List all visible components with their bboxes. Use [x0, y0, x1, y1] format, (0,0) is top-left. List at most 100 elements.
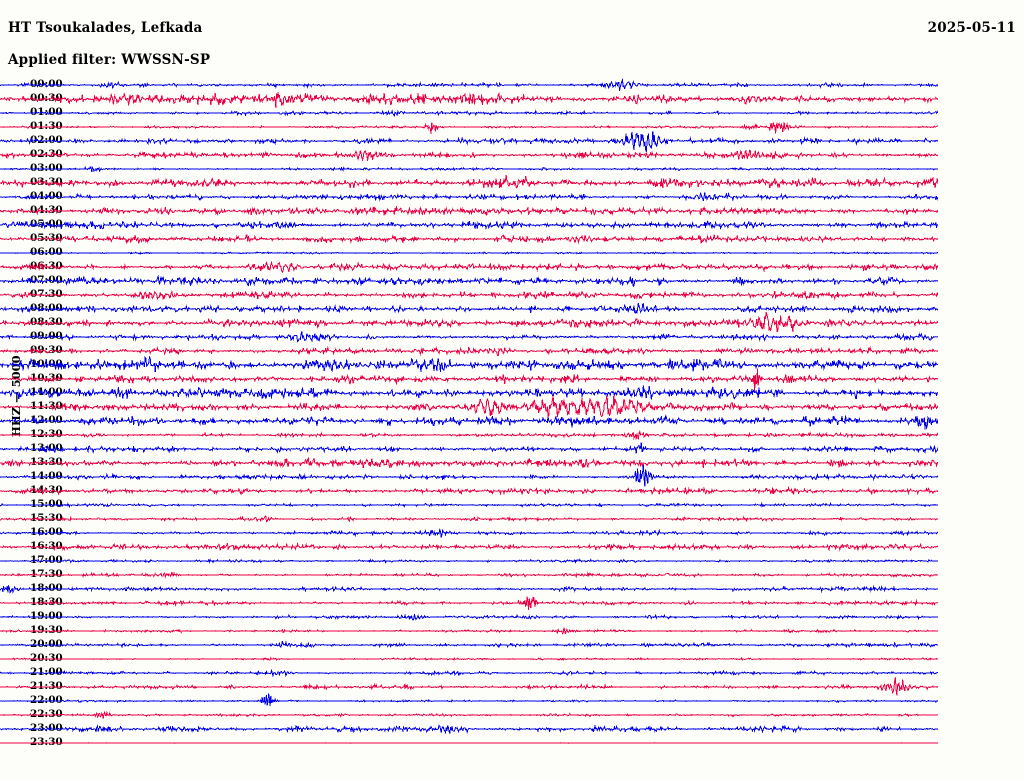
trace-row: 08:00: [0, 302, 1024, 316]
trace-row: 09:00: [0, 330, 1024, 344]
seismogram-trace: [0, 596, 938, 611]
trace-row: 16:30: [0, 540, 1024, 554]
trace-row: 06:30: [0, 260, 1024, 274]
trace-row: 03:00: [0, 162, 1024, 176]
trace-row: 12:00: [0, 413, 1024, 430]
trace-row: 20:30: [0, 652, 1024, 666]
trace-row: 23:30: [0, 736, 1024, 750]
trace-row: 01:00: [0, 106, 1024, 120]
seismogram-trace: [0, 109, 938, 118]
seismogram-trace: [0, 640, 938, 649]
trace-row: 03:30: [0, 175, 1024, 190]
recording-date: 2025-05-11: [927, 20, 1016, 36]
trace-row: 02:00: [0, 131, 1024, 152]
seismogram-trace: [0, 166, 938, 173]
seismogram-trace: [0, 205, 938, 216]
row-time-label: 23:30: [30, 736, 63, 748]
trace-row: 20:00: [0, 638, 1024, 652]
seismogram-trace: [0, 613, 938, 621]
seismogram-trace: [0, 627, 938, 635]
row-time-label: 17:30: [30, 568, 63, 580]
trace-row: 21:30: [0, 677, 1024, 696]
trace-row: 18:30: [0, 596, 1024, 611]
trace-row: 22:30: [0, 708, 1024, 722]
seismogram-trace: [0, 260, 938, 273]
trace-row: 04:30: [0, 204, 1024, 218]
trace-row: 02:30: [0, 148, 1024, 162]
trace-row: 11:00: [0, 385, 1024, 400]
seismogram-trace: [0, 289, 938, 301]
row-time-label: 22:30: [30, 708, 63, 720]
trace-row: 10:00: [0, 355, 1024, 373]
seismogram-trace: [0, 219, 938, 231]
row-time-label: 09:30: [30, 344, 63, 356]
row-time-label: 07:30: [30, 288, 63, 300]
trace-row: 22:00: [0, 693, 1024, 708]
row-time-label: 09:00: [30, 330, 63, 342]
trace-row: 17:00: [0, 554, 1024, 568]
row-time-label: 03:00: [30, 162, 63, 174]
seismogram-trace: [0, 501, 938, 509]
page-title: HT Tsoukalades, Lefkada: [8, 20, 203, 36]
trace-row: 21:00: [0, 666, 1024, 680]
row-time-label: 21:30: [30, 680, 63, 692]
row-time-label: 01:30: [30, 120, 63, 132]
trace-row: 18:00: [0, 582, 1024, 596]
row-time-label: 06:30: [30, 260, 63, 272]
trace-row: 15:00: [0, 498, 1024, 512]
trace-row: 07:00: [0, 274, 1024, 288]
trace-row: 14:00: [0, 464, 1024, 487]
row-time-label: 10:30: [30, 372, 63, 384]
seismogram-trace: [0, 442, 938, 455]
trace-row: 07:30: [0, 288, 1024, 302]
seismogram-trace: [0, 456, 938, 469]
trace-row: 06:00: [0, 246, 1024, 260]
seismogram-trace: [0, 131, 938, 152]
seismogram-trace: [0, 175, 938, 189]
seismogram-trace: [0, 571, 938, 579]
seismogram-trace: [0, 149, 938, 162]
seismogram-trace: [0, 558, 938, 565]
trace-row: 19:30: [0, 624, 1024, 638]
row-time-label: 21:00: [30, 666, 63, 678]
seismogram-trace: [0, 355, 938, 373]
seismogram-trace: [0, 368, 938, 393]
seismogram-trace: [0, 742, 938, 744]
row-time-label: 15:00: [30, 498, 63, 510]
seismogram-trace: [0, 413, 938, 430]
seismogram-trace: [0, 330, 938, 343]
applied-filter-label: Applied filter: WWSSN-SP: [8, 52, 211, 68]
row-time-label: 05:30: [30, 232, 63, 244]
row-time-label: 17:00: [30, 554, 63, 566]
trace-row: 12:30: [0, 428, 1024, 442]
seismogram-trace: [0, 303, 938, 314]
row-time-label: 18:00: [30, 582, 63, 594]
seismogram-trace: [0, 584, 938, 594]
seismogram-trace: [0, 668, 938, 678]
row-time-label: 00:00: [30, 78, 63, 90]
row-time-label: 12:30: [30, 428, 63, 440]
seismogram-trace: [0, 191, 938, 202]
row-time-label: 16:00: [30, 526, 63, 538]
row-time-label: 02:00: [30, 134, 63, 146]
seismogram-trace: [0, 656, 938, 662]
seismogram-trace: [0, 395, 938, 419]
trace-row: 00:30: [0, 91, 1024, 109]
trace-row: 05:00: [0, 218, 1024, 232]
row-time-label: 06:00: [30, 246, 63, 258]
row-time-label: 07:00: [30, 274, 63, 286]
helicorder-plot: 00:00 00:30 01:00 01:30 02:00 02:30 03:00 03:30…: [0, 78, 1024, 768]
trace-row: 23:00: [0, 722, 1024, 736]
trace-row: 14:30: [0, 484, 1024, 498]
row-time-label: 01:00: [30, 106, 63, 118]
trace-row: 00:00: [0, 78, 1024, 92]
seismogram-trace: [0, 122, 938, 134]
seismogram-trace: [0, 515, 938, 523]
trace-row: 01:30: [0, 120, 1024, 134]
trace-row: 13:30: [0, 456, 1024, 470]
seismogram-trace: [0, 274, 938, 288]
trace-row: 09:30: [0, 344, 1024, 358]
seismogram-trace: [0, 234, 938, 244]
row-time-label: 19:00: [30, 610, 63, 622]
row-time-label: 22:00: [30, 694, 63, 706]
